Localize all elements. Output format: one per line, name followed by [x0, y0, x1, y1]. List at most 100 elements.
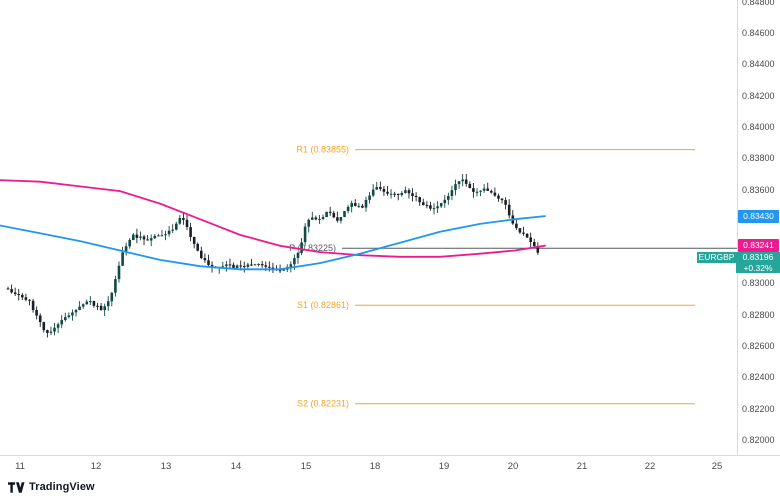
candle-body [210, 264, 214, 268]
price-axis-label: 0.83800 [742, 153, 775, 163]
candle-body [475, 191, 479, 193]
price-axis-label: 0.84800 [742, 0, 775, 7]
candle-body [13, 292, 17, 294]
price-axis-label: 0.82400 [742, 372, 775, 382]
time-axis[interactable]: 11 12 13 14 15 18 19 20 21 22 25 [0, 455, 780, 475]
candle-body [418, 197, 421, 203]
pivot-label-r1: R1 (0.83855) [296, 145, 349, 155]
candle-body [507, 204, 511, 216]
candle-body [393, 193, 396, 195]
last-price-chip: 0.83196 [736, 252, 780, 263]
tradingview-brand-text: TradingView [29, 481, 95, 493]
chart-canvas[interactable]: R1 (0.83855) P (0.83225) S1 (0.82861) S2 (0… [0, 0, 737, 455]
candle-body [468, 183, 472, 189]
candle-body [386, 191, 389, 194]
candle-body [139, 236, 142, 238]
candle-body [482, 188, 486, 191]
candle-body [142, 236, 146, 240]
candle-body [336, 217, 339, 221]
candle-body [490, 190, 493, 193]
pivot-label-s2: S2 (0.82231) [297, 399, 349, 409]
ma-pink-price-badge: 0.83241 [738, 239, 779, 252]
candle-body [332, 212, 336, 218]
candle-body [10, 289, 13, 293]
time-axis-label: 19 [438, 461, 450, 472]
candle-body [178, 218, 182, 224]
time-axis-label: 21 [576, 461, 588, 472]
symbol-name-chip: EURGBP [697, 252, 736, 263]
candle-body [493, 192, 497, 196]
candle-body [293, 258, 296, 265]
candle-body [246, 264, 250, 267]
candle-body [121, 252, 124, 266]
price-axis-label: 0.83600 [742, 185, 775, 195]
candle-body [357, 205, 361, 207]
ma-line-blue[interactable] [0, 215, 546, 271]
candle-body [228, 264, 232, 266]
candle-body [536, 246, 540, 253]
candle-body [171, 229, 174, 231]
symbol-last-price-badge: EURGBP 0.83196 +0.32% [697, 252, 780, 273]
candle-body [167, 230, 171, 235]
candle-body [225, 264, 228, 267]
candle-body [175, 223, 178, 230]
candle-body [135, 234, 139, 238]
candle-body [235, 265, 239, 268]
candle-body [96, 305, 99, 307]
candle-body [106, 301, 110, 307]
candle-body [371, 189, 375, 196]
price-axis[interactable]: 0.84800 0.84600 0.84400 0.84200 0.84000 0.838… [737, 0, 780, 455]
candle-body [46, 330, 49, 333]
candle-body [432, 208, 436, 210]
candle-body [160, 235, 164, 237]
candle-body [479, 190, 482, 192]
candle-body [74, 310, 78, 313]
candle-body [325, 211, 328, 218]
change-percent-chip: +0.32% [736, 263, 780, 273]
candle-body [375, 187, 378, 190]
candle-body [28, 299, 31, 301]
ma-line-pink[interactable] [0, 179, 546, 258]
candle-body [443, 199, 447, 204]
candle-body [343, 211, 346, 217]
candle-body [182, 218, 185, 220]
candlestick-series [6, 173, 540, 338]
candle-body [250, 264, 253, 266]
candle-body [42, 322, 46, 331]
time-axis-label: 15 [300, 461, 312, 472]
pivot-label-s1: S1 (0.82861) [297, 300, 349, 310]
candle-body [149, 238, 153, 241]
candle-body [71, 312, 74, 316]
candle-body [60, 320, 63, 325]
candle-body [53, 327, 56, 332]
price-axis-label: 0.83000 [742, 278, 775, 288]
candle-body [38, 315, 42, 322]
candle-body [117, 265, 121, 280]
candle-body [49, 331, 53, 333]
price-axis-label: 0.84600 [742, 28, 775, 38]
candle-body [67, 315, 71, 318]
candle-body [260, 264, 264, 266]
candle-body [436, 206, 439, 209]
candle-body [321, 217, 325, 219]
candle-body [192, 237, 196, 244]
candle-body [203, 258, 207, 261]
candle-body [486, 188, 489, 191]
candle-body [153, 235, 157, 239]
candle-body [529, 237, 532, 242]
candle-body [300, 242, 303, 253]
candle-body [354, 203, 357, 206]
chart-footer: TradingView [0, 475, 780, 499]
candle-body [429, 205, 432, 209]
candle-body [396, 193, 400, 195]
candle-body [124, 246, 128, 253]
candle-body [164, 234, 167, 236]
candle-body [307, 219, 310, 227]
candle-body [504, 200, 507, 205]
candle-body [515, 223, 518, 229]
tradingview-logo[interactable]: TradingView [8, 481, 95, 493]
candle-body [500, 198, 504, 201]
candle-body [368, 195, 371, 200]
candle-body [243, 266, 246, 268]
